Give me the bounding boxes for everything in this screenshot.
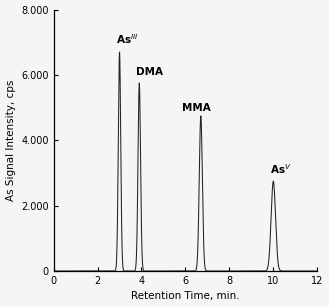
Y-axis label: As Signal Intensity, cps: As Signal Intensity, cps	[6, 80, 15, 201]
Text: As$^{V}$: As$^{V}$	[270, 162, 292, 176]
Text: MMA: MMA	[182, 103, 211, 112]
Text: As$^{III}$: As$^{III}$	[116, 32, 139, 45]
X-axis label: Retention Time, min.: Retention Time, min.	[131, 291, 240, 301]
Text: DMA: DMA	[136, 67, 163, 76]
